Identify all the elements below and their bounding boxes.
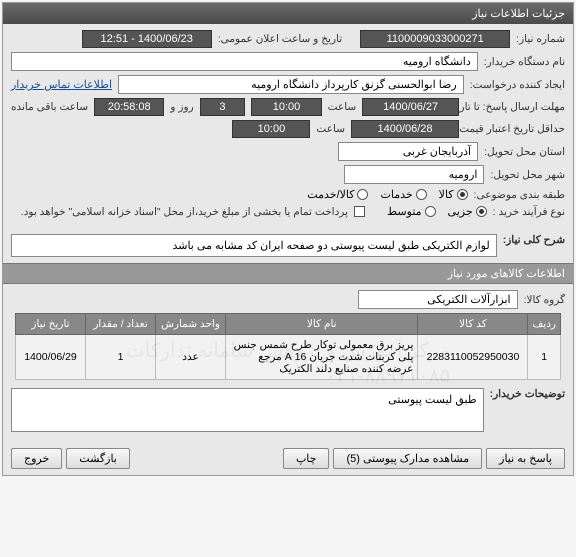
category-label: طبقه بندی موضوعی: [474,189,565,201]
cell-name: پریز برق معمولی توکار طرح شمس جنس پلی کر… [226,335,418,380]
exit-button[interactable]: خروج [11,448,62,469]
button-bar: پاسخ به نیاز مشاهده مدارک پیوستی (5) چاپ… [3,442,573,475]
back-button[interactable]: بازگشت [66,448,130,469]
saat-label-1: ساعت [328,101,357,113]
contact-info-link[interactable]: اطلاعات تماس خریدار [11,78,112,91]
th-name: نام کالا [226,314,418,335]
radio-kala-icon [457,189,468,200]
category-radio-group: کالا خدمات کالا/خدمت [307,188,467,201]
reply-button[interactable]: پاسخ به نیاز [486,448,565,469]
general-desc-text: لوازم الکتریکی طبق لیست پیوستی دو صفحه ا… [11,234,497,257]
th-row: ردیف [528,314,561,335]
radio-khadamat-label: خدمات [380,188,412,201]
buyer-notes-row: توضیحات خریدار: طبق لیست پیوستی [11,384,565,436]
th-qty: تعداد / مقدار [86,314,156,335]
province-label: استان محل تحویل: [484,146,565,158]
radio-motavasset[interactable]: متوسط [387,205,436,218]
radio-kala-khadamat-icon [357,189,368,200]
requester-label: ایجاد کننده درخواست: [470,79,565,91]
cell-row: 1 [528,335,561,380]
general-desc-label: شرح کلی نیاز: [503,234,565,246]
radio-khadamat-icon [416,189,427,200]
panel-title: جزئیات اطلاعات نیاز [3,3,573,24]
radio-khadamat[interactable]: خدمات [380,188,426,201]
th-unit: واحد شمارش [156,314,226,335]
saat-label-2: ساعت [316,123,345,135]
radio-kala-khadamat[interactable]: کالا/خدمت [307,188,368,201]
radio-kala-khadamat-label: کالا/خدمت [307,188,354,201]
province-field: آذربایجان غربی [338,142,478,161]
buyer-notes-text: طبق لیست پیوستی [11,388,484,432]
need-no-label: شماره نیاز: [516,33,565,45]
announce-dt-field: 1400/06/23 - 12:51 [82,30,212,48]
remaining-label: ساعت باقی مانده [11,101,88,113]
cell-date: 1400/06/29 [16,335,86,380]
radio-jozei-icon [476,206,487,217]
buyer-org-label: نام دستگاه خریدار: [484,56,565,68]
cell-code: 2283110052950030 [418,335,528,380]
items-area: مرکز آموزش و پژوهش سامانه تدارکات۰۲۱-۸۸۹… [3,284,573,442]
valid-date-field: 1400/06/28 [351,120,459,138]
radio-kala[interactable]: کالا [439,188,468,201]
city-label: شهر محل تحویل: [490,169,565,181]
rooz-label: روز و [170,101,193,113]
price-valid-label: حداقل تاریخ اعتبار قیمت: تا تاریخ: [465,123,565,135]
form-section: شماره نیاز: 1100009033000271 تاریخ و ساع… [3,24,573,228]
days-left-field: 3 [200,98,246,116]
valid-time-field: 10:00 [232,120,310,138]
radio-motavasset-label: متوسط [387,205,422,218]
purchase-type-radio-group: جزیی متوسط [387,205,487,218]
group-field: ابزارآلات الکتریکی [358,290,518,309]
payment-note-label: پرداخت تمام یا بخشی از مبلغ خرید،از محل … [21,206,348,218]
th-code: کد کالا [418,314,528,335]
th-date: تاریخ نیاز [16,314,86,335]
radio-kala-label: کالا [439,188,454,201]
need-no-field: 1100009033000271 [360,30,510,48]
attachments-button[interactable]: مشاهده مدارک پیوستی (5) [333,448,482,469]
items-section-header: اطلاعات کالاهای مورد نیاز [3,263,573,284]
requester-field: رضا ابوالحسنی گزنق کارپرداز دانشگاه اروم… [118,75,464,94]
table-row: 1 2283110052950030 پریز برق معمولی توکار… [16,335,561,380]
reply-time-field: 10:00 [251,98,321,116]
reply-deadline-label: مهلت ارسال پاسخ: تا تاریخ: [465,101,565,113]
reply-date-field: 1400/06/27 [362,98,459,116]
buyer-notes-label: توضیحات خریدار: [490,388,565,432]
need-details-panel: جزئیات اطلاعات نیاز شماره نیاز: 11000090… [2,2,574,476]
time-left-field: 20:58:08 [94,98,164,116]
radio-jozei[interactable]: جزیی [448,205,487,218]
general-desc-row: شرح کلی نیاز: لوازم الکتریکی طبق لیست پی… [3,228,573,263]
group-label: گروه کالا: [524,294,565,306]
cell-unit: عدد [156,335,226,380]
radio-motavasset-icon [425,206,436,217]
purchase-type-label: نوع فرآیند خرید : [493,206,565,218]
radio-jozei-label: جزیی [448,205,473,218]
city-field: ارومیه [344,165,484,184]
buyer-org-field: دانشگاه ارومیه [11,52,478,71]
announce-dt-label: تاریخ و ساعت اعلان عمومی: [218,33,342,45]
items-table: ردیف کد کالا نام کالا واحد شمارش تعداد /… [15,313,561,380]
print-button[interactable]: چاپ [283,448,330,469]
cell-qty: 1 [86,335,156,380]
payment-checkbox[interactable] [354,206,365,217]
